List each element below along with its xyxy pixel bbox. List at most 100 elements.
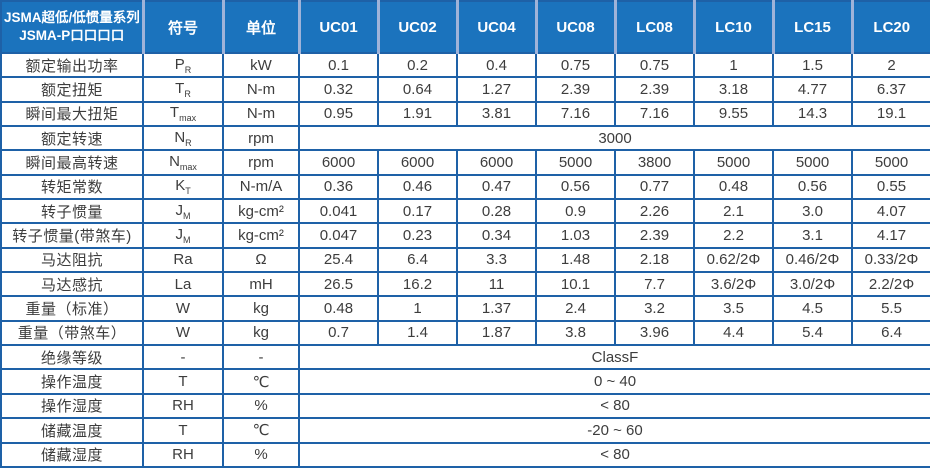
value-cell: 0.46 (377, 173, 458, 201)
row-label: 额定输出功率 (0, 51, 144, 79)
value-cell: 3.18 (693, 76, 774, 103)
value-cell: 0.23 (377, 222, 458, 249)
value-cell: 7.16 (535, 100, 616, 128)
value-cell: 2.18 (614, 246, 695, 274)
value-cell: 0.47 (456, 173, 537, 201)
row-unit: kg-cm² (222, 198, 300, 225)
value-cell: 3.2 (614, 295, 695, 322)
value-cell: 10.1 (535, 271, 616, 298)
value-cell: 3.0 (772, 198, 853, 225)
value-cell: 4.17 (851, 222, 930, 249)
value-cell: 6000 (298, 149, 379, 176)
value-cell: 1.37 (456, 295, 537, 322)
unit-column-header: 单位 (221, 0, 299, 54)
header-row: JSMA超低/低惯量系列 JSMA-P口口口口 符号 单位 UC01 UC02 … (0, 0, 930, 54)
value-cell: 6.37 (851, 76, 930, 103)
model-column-header: UC08 (534, 0, 615, 54)
row-label: 操作湿度 (0, 392, 144, 420)
row-label: 转矩常数 (0, 173, 144, 201)
row-label: 转子惯量(带煞车) (0, 222, 144, 249)
table-row: 操作湿度 RH% < 80 (0, 392, 930, 420)
value-cell: 2.26 (614, 198, 695, 225)
value-cell: 5000 (772, 149, 853, 176)
value-cell: 0.56 (772, 173, 853, 201)
row-symbol: KT (142, 173, 224, 201)
table-row: 马达阻抗 Ra Ω 25.4 6.4 3.3 1.48 2.18 0.62/2Φ 0.46/2Φ 0… (0, 246, 930, 274)
value-cell: 6000 (456, 149, 537, 176)
value-cell: 3.1 (772, 222, 853, 249)
value-cell: 1.5 (772, 51, 853, 79)
table-row: 额定输出功率 PR kW 0.1 0.2 0.4 0.75 0.75 1 1.5 2 (0, 51, 930, 79)
model-column-header: LC20 (850, 0, 930, 54)
row-label: 额定转速 (0, 125, 144, 152)
row-symbol: La (142, 271, 224, 298)
value-cell: 2.39 (535, 76, 616, 103)
spanned-value-cell: < 80 (298, 392, 930, 420)
series-title-line1: JSMA超低/低惯量系列 (4, 10, 140, 26)
series-title-line2: JSMA-P口口口口 (19, 28, 125, 43)
value-cell: 0.7 (298, 319, 379, 347)
table-row: 马达感抗 La mH 26.5 16.2 11 10.1 7.7 3.6/2Φ 3.0/2Φ 2.2… (0, 271, 930, 298)
value-cell: 5000 (851, 149, 930, 176)
value-cell: 6000 (377, 149, 458, 176)
row-symbol: T (142, 417, 224, 444)
value-cell: 2.2 (693, 222, 774, 249)
value-cell: 0.48 (298, 295, 379, 322)
value-cell: 0.77 (614, 173, 695, 201)
value-cell: 0.64 (377, 76, 458, 103)
row-symbol: TR (142, 76, 224, 103)
value-cell: 1.03 (535, 222, 616, 249)
value-cell: 0.34 (456, 222, 537, 249)
model-column-header: LC15 (771, 0, 852, 54)
value-cell: 7.7 (614, 271, 695, 298)
value-cell: 5000 (693, 149, 774, 176)
value-cell: 0.17 (377, 198, 458, 225)
value-cell: 0.36 (298, 173, 379, 201)
value-cell: 1.91 (377, 100, 458, 128)
spanned-value-cell: 3000 (298, 125, 930, 152)
row-label: 重量（标准） (0, 295, 144, 322)
model-column-header: UC02 (376, 0, 457, 54)
value-cell: 0.46/2Φ (772, 246, 853, 274)
row-unit: N-m (222, 100, 300, 128)
row-label: 绝缘等级 (0, 344, 144, 371)
value-cell: 0.95 (298, 100, 379, 128)
value-cell: 0.33/2Φ (851, 246, 930, 274)
row-symbol: RH (142, 392, 224, 420)
table-row: 瞬间最大扭矩 Tmax N-m 0.95 1.91 3.81 7.16 7.16 9.55 14.… (0, 100, 930, 128)
row-unit: mH (222, 271, 300, 298)
row-symbol: W (142, 295, 224, 322)
row-symbol: Nmax (142, 149, 224, 176)
row-label: 储藏温度 (0, 417, 144, 444)
row-label: 马达阻抗 (0, 246, 144, 274)
row-unit: N-m (222, 76, 300, 103)
value-cell: 2 (851, 51, 930, 79)
value-cell: 7.16 (614, 100, 695, 128)
value-cell: 0.28 (456, 198, 537, 225)
value-cell: 6.4 (377, 246, 458, 274)
table-row: 瞬间最高转速 Nmax rpm 6000 6000 6000 5000 3800 5000 500… (0, 149, 930, 176)
value-cell: 0.32 (298, 76, 379, 103)
row-symbol: PR (142, 51, 224, 79)
row-symbol: JM (142, 198, 224, 225)
value-cell: 1.27 (456, 76, 537, 103)
value-cell: 0.9 (535, 198, 616, 225)
value-cell: 3.0/2Φ (772, 271, 853, 298)
table-row: 操作温度 T ℃ 0 ~ 40 (0, 368, 930, 395)
row-unit: % (222, 392, 300, 420)
value-cell: 6.4 (851, 319, 930, 347)
row-unit: kW (222, 51, 300, 79)
row-unit: ℃ (222, 417, 300, 444)
value-cell: 2.4 (535, 295, 616, 322)
row-label: 额定扭矩 (0, 76, 144, 103)
value-cell: 9.55 (693, 100, 774, 128)
table-row: 转子惯量 JM kg-cm² 0.041 0.17 0.28 0.9 2.26 2.1 3.0 4.… (0, 198, 930, 225)
value-cell: 2.1 (693, 198, 774, 225)
table-row: 储藏湿度 RH% < 80 (0, 441, 930, 468)
value-cell: 4.07 (851, 198, 930, 225)
value-cell: 11 (456, 271, 537, 298)
value-cell: 0.041 (298, 198, 379, 225)
